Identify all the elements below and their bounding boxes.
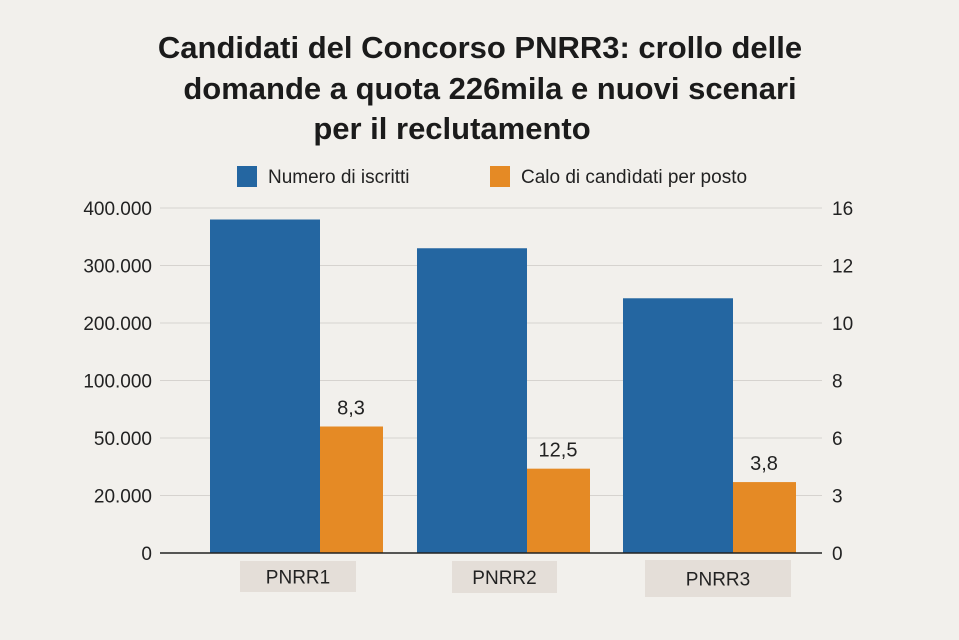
right-tick-label: 12 xyxy=(832,257,853,278)
bar-calo-pnrr3 xyxy=(733,482,796,553)
legend-swatch-orange xyxy=(490,166,510,187)
left-tick-label: 50.000 xyxy=(94,429,152,450)
right-tick-label: 16 xyxy=(832,199,853,220)
category-label: PNRR1 xyxy=(266,568,330,589)
legend-swatch-blue xyxy=(237,166,257,187)
left-tick-label: 100.000 xyxy=(83,372,152,393)
right-tick-label: 6 xyxy=(832,429,843,450)
bar-iscritti-pnrr1 xyxy=(210,219,320,553)
category-label: PNRR3 xyxy=(686,570,750,591)
title-line-2: domande a quota 226mila e nuovi scenari xyxy=(183,71,796,106)
left-tick-label: 200.000 xyxy=(83,314,152,335)
data-label-calo: 3,8 xyxy=(750,453,778,475)
left-tick-label: 400.000 xyxy=(83,199,152,220)
left-tick-label: 0 xyxy=(141,544,152,565)
right-tick-label: 10 xyxy=(832,314,853,335)
data-label-calo: 12,5 xyxy=(539,440,578,462)
title-line-3: per il reclutamento xyxy=(313,111,590,146)
bar-calo-pnrr2 xyxy=(527,468,590,553)
title-line-1: Candidati del Concorso PNRR3: crollo del… xyxy=(158,30,802,65)
legend-label-iscritti: Numero di iscritti xyxy=(268,167,409,188)
bar-calo-pnrr1 xyxy=(320,426,383,553)
bar-iscritti-pnrr3 xyxy=(623,298,733,553)
category-label-box xyxy=(452,561,557,593)
left-tick-label: 300.000 xyxy=(83,257,152,278)
legend-label-calo: Calo di candìdati per posto xyxy=(521,167,747,188)
right-tick-label: 8 xyxy=(832,372,843,393)
data-label-calo: 8,3 xyxy=(337,398,365,420)
category-label-box xyxy=(645,560,791,597)
right-tick-label: 0 xyxy=(832,544,843,565)
bar-iscritti-pnrr2 xyxy=(417,248,527,553)
right-tick-label: 3 xyxy=(832,487,843,508)
category-label: PNRR2 xyxy=(472,568,536,589)
legend: Numero di iscritti Calo di candìdati per… xyxy=(237,166,747,188)
category-label-box xyxy=(240,561,356,592)
left-tick-label: 20.000 xyxy=(94,487,152,508)
chart-title: Candidati del Concorso PNRR3: crollo del… xyxy=(158,30,802,146)
